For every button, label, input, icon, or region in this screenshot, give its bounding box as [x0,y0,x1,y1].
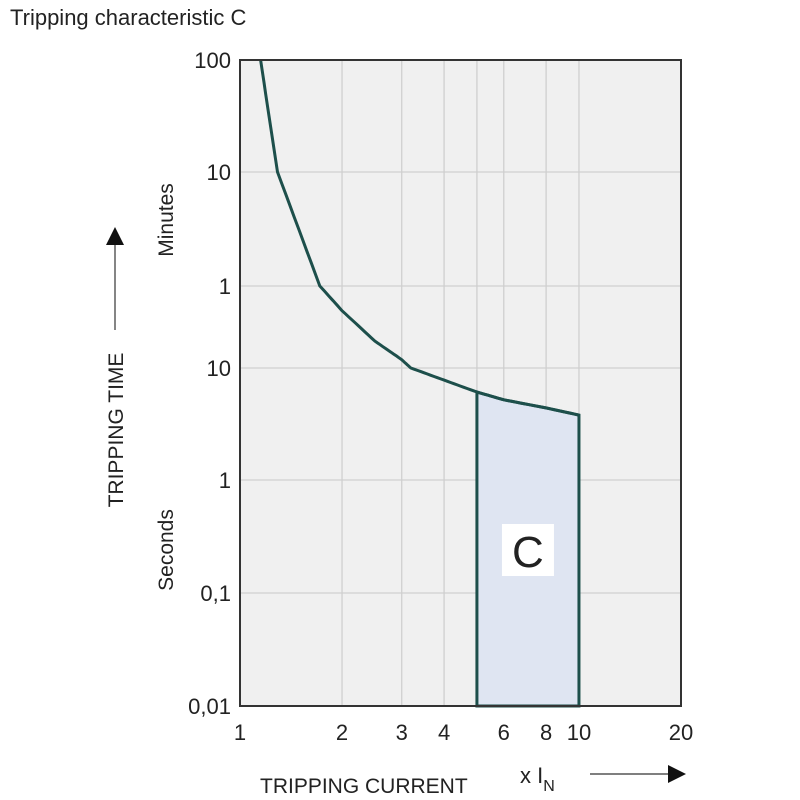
x-tick-label: 3 [396,720,408,745]
y-tick-label: 10 [207,160,231,185]
x-axis-unit: x IN [520,763,555,795]
x-tick-label: 8 [540,720,552,745]
plot-border [239,59,682,707]
x-axis-label: TRIPPING CURRENT [260,775,468,798]
y-axis-arrow-icon [106,227,124,330]
tripping-curve [259,59,580,417]
x-unit-prefix: x I [520,763,543,788]
y-tick-label: 1 [219,468,231,493]
x-tick-label: 6 [498,720,510,745]
x-tick-label: 20 [669,720,693,745]
x-tick-label: 2 [336,720,348,745]
y-tick-label: 10 [207,356,231,381]
y-tick-label: 100 [194,48,231,73]
y-tick-label: 0,01 [188,694,231,719]
region-label: C [512,528,544,577]
y-axis-label: TRIPPING TIME [105,353,128,508]
y-group-label-seconds: Seconds [155,509,178,591]
x-unit-subscript: N [543,778,555,795]
region-label-box [501,524,554,576]
x-tick-label: 4 [438,720,450,745]
y-tick-label: 0,1 [200,581,231,606]
x-tick-label: 1 [234,720,246,745]
y-group-label-minutes: Minutes [155,183,178,257]
y-tick-label: 1 [219,274,231,299]
plot-area [240,60,681,706]
chart-title: Tripping characteristic C [10,5,246,30]
x-tick-label: 10 [567,720,591,745]
x-axis-arrow-icon [590,765,686,783]
